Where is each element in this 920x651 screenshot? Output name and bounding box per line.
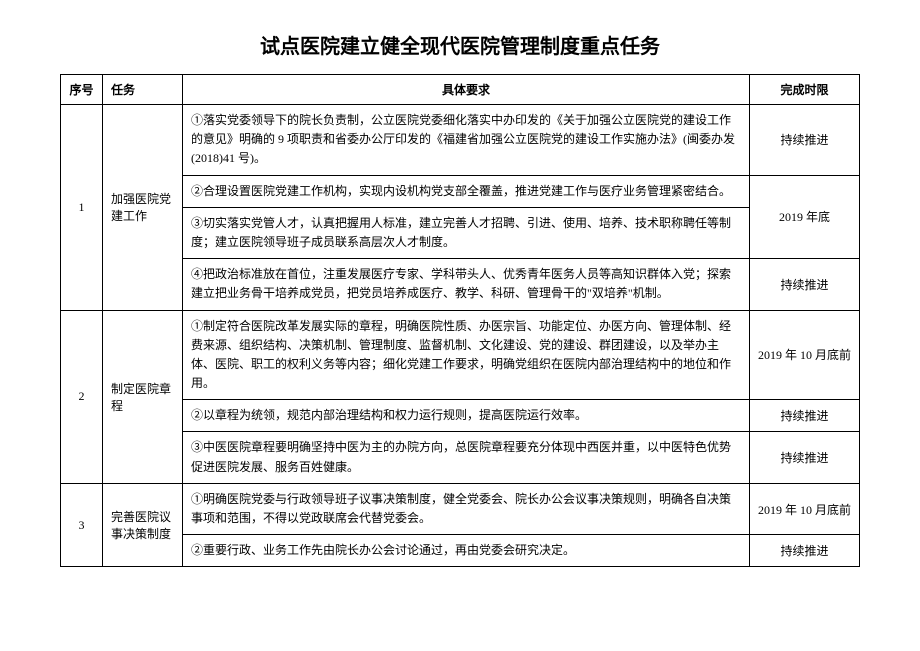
header-deadline: 完成时限: [750, 75, 860, 105]
cell-seq: 1: [61, 105, 103, 311]
cell-requirement: ③切实落实党管人才，认真把握用人标准，建立完善人才招聘、引进、使用、培养、技术职…: [183, 207, 750, 258]
cell-requirement: ②合理设置医院党建工作机构，实现内设机构党支部全覆盖，推进党建工作与医疗业务管理…: [183, 175, 750, 207]
cell-deadline: 2019 年 10 月底前: [750, 483, 860, 534]
cell-requirement: ①落实党委领导下的院长负责制，公立医院党委细化落实中办印发的《关于加强公立医院党…: [183, 105, 750, 176]
cell-deadline: 持续推进: [750, 400, 860, 432]
cell-requirement: ③中医医院章程要明确坚持中医为主的办院方向，总医院章程要充分体现中西医并重，以中…: [183, 432, 750, 483]
header-seq: 序号: [61, 75, 103, 105]
cell-task: 完善医院议事决策制度: [103, 483, 183, 567]
cell-deadline: 持续推进: [750, 432, 860, 483]
cell-task: 加强医院党建工作: [103, 105, 183, 311]
cell-task: 制定医院章程: [103, 310, 183, 483]
cell-deadline: 持续推进: [750, 535, 860, 567]
cell-requirement: ④把政治标准放在首位，注重发展医疗专家、学科带头人、优秀青年医务人员等高知识群体…: [183, 259, 750, 310]
table-row: 3 完善医院议事决策制度 ①明确医院党委与行政领导班子议事决策制度，健全党委会、…: [61, 483, 860, 534]
cell-deadline: 持续推进: [750, 259, 860, 310]
table-header-row: 序号 任务 具体要求 完成时限: [61, 75, 860, 105]
cell-requirement: ①明确医院党委与行政领导班子议事决策制度，健全党委会、院长办公会议事决策规则，明…: [183, 483, 750, 534]
cell-deadline: 2019 年 10 月底前: [750, 310, 860, 400]
header-task: 任务: [103, 75, 183, 105]
cell-requirement: ②以章程为统领，规范内部治理结构和权力运行规则，提高医院运行效率。: [183, 400, 750, 432]
table-row: 2 制定医院章程 ①制定符合医院改革发展实际的章程，明确医院性质、办医宗旨、功能…: [61, 310, 860, 400]
cell-requirement: ①制定符合医院改革发展实际的章程，明确医院性质、办医宗旨、功能定位、办医方向、管…: [183, 310, 750, 400]
cell-deadline: 持续推进: [750, 105, 860, 176]
header-requirement: 具体要求: [183, 75, 750, 105]
cell-seq: 3: [61, 483, 103, 567]
cell-requirement: ②重要行政、业务工作先由院长办公会讨论通过，再由党委会研究决定。: [183, 535, 750, 567]
table-row: 1 加强医院党建工作 ①落实党委领导下的院长负责制，公立医院党委细化落实中办印发…: [61, 105, 860, 176]
cell-deadline: 2019 年底: [750, 175, 860, 259]
page-title: 试点医院建立健全现代医院管理制度重点任务: [60, 30, 860, 59]
cell-seq: 2: [61, 310, 103, 483]
tasks-table: 序号 任务 具体要求 完成时限 1 加强医院党建工作 ①落实党委领导下的院长负责…: [60, 74, 860, 567]
